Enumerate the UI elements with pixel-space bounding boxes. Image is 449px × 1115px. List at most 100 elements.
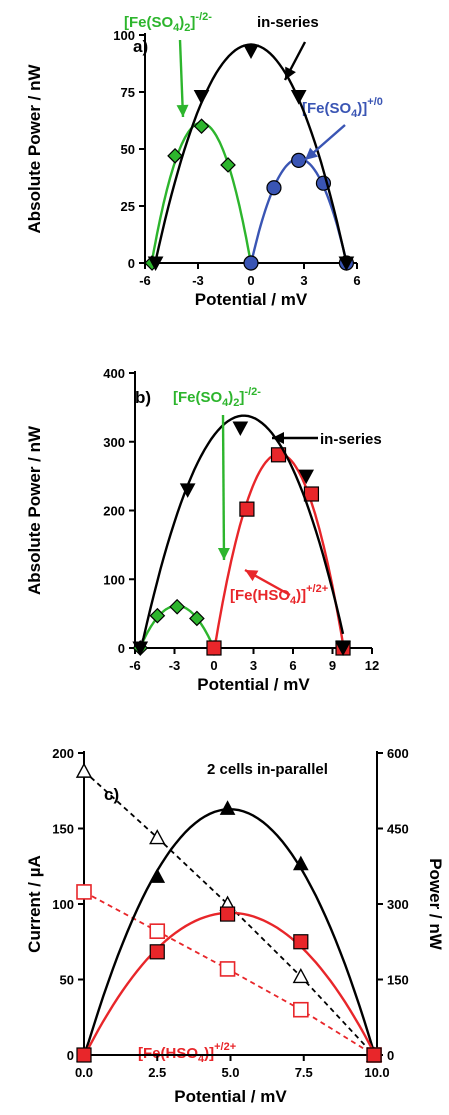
chart-panel-2: 0.0 2.5 5.0 7.5 10.0 0 50 100 150 200 0 150 300 450 60… [25, 746, 445, 1106]
data-point [220, 157, 236, 173]
ann-a-mid2: ] [190, 14, 195, 31]
y-tick-label: 150 [52, 822, 74, 837]
x-tick-label: 9 [329, 658, 336, 673]
y2-tick-label: 0 [387, 1048, 394, 1063]
x-tick-label: 0.0 [75, 1065, 93, 1080]
y-tick-label: 100 [103, 572, 125, 587]
data-point [291, 152, 307, 168]
ann-a2-main: [Fe(SO [302, 100, 352, 117]
data-point [292, 968, 309, 984]
ann-b-mid2: ] [239, 389, 244, 406]
ann-c-main: [Fe(HSO [138, 1045, 198, 1062]
ann-a2-mid: )] [357, 100, 367, 117]
y-tick-label: 200 [103, 504, 125, 519]
y2-axis-label: Power / nW [426, 858, 445, 951]
y-tick-label: 75 [121, 85, 135, 100]
data-point [149, 829, 166, 845]
ann-c-sub: 4 [198, 1053, 205, 1065]
x-tick-label: 6 [353, 273, 360, 288]
data-point [335, 641, 351, 657]
y-tick-label: 25 [121, 199, 135, 214]
ann-c-mid: )] [204, 1045, 214, 1062]
series-2 [132, 414, 351, 657]
data-point [193, 118, 210, 135]
annotation-arrow [221, 414, 226, 561]
data-point [169, 598, 185, 615]
annotation-arrowhead [245, 570, 259, 582]
x-tick-label: 0 [210, 658, 217, 673]
data-point [132, 641, 149, 657]
x-tick-label: 3 [250, 658, 257, 673]
data-point [75, 762, 93, 778]
y-tick-label: 400 [103, 366, 125, 381]
y-axis-label: Absolute Power / nW [25, 64, 44, 234]
series-2 [147, 43, 355, 272]
y2-tick-label: 450 [387, 822, 409, 837]
x-tick-label: 7.5 [295, 1065, 313, 1080]
data-point [290, 90, 307, 105]
ann-b2-sup: +/2+ [306, 583, 328, 595]
data-point [338, 256, 355, 272]
data-point [366, 1047, 382, 1063]
series-0 [144, 118, 259, 271]
x-tick-label: 12 [365, 658, 379, 673]
data-point [179, 483, 196, 498]
x-tick-label: -3 [169, 658, 181, 673]
y2-tick-label: 300 [387, 897, 409, 912]
ann-a-sup: -/2- [195, 11, 212, 23]
x-tick-label: 10.0 [364, 1065, 389, 1080]
ann-b2-sub: 4 [290, 595, 297, 607]
chart-panel-1: -6 -3 0 3 6 9 12 0 100 200 300 400 Potential / mV Abs… [25, 366, 379, 694]
data-point [76, 1047, 92, 1063]
series-3 [76, 906, 382, 1063]
ann-a-sub2: 2 [184, 22, 190, 34]
annotation-arrowhead [285, 66, 296, 80]
data-point [149, 868, 166, 883]
ann-b-sub2: 2 [233, 397, 239, 409]
y2-tick-label: 150 [387, 973, 409, 988]
x-tick-label: 5.0 [221, 1065, 239, 1080]
ann-b-sup: -/2- [244, 386, 261, 398]
ann-b-fe-hso4: [Fe(HSO4)]+/2+ [230, 583, 328, 607]
panel-b-annotations: b) [Fe(SO4)2]-/2- in-series [Fe(HSO4)]+/… [135, 386, 382, 607]
y2-tick-label: 600 [387, 746, 409, 761]
data-point [239, 501, 255, 517]
annotation-arrowhead [217, 547, 230, 560]
ann-a-fe-so4-2: [Fe(SO4)2]-/2- [124, 11, 212, 34]
data-point [193, 90, 210, 105]
annotation-arrow [178, 39, 185, 118]
series-line [139, 414, 345, 649]
series-line [150, 121, 253, 264]
data-point [232, 421, 249, 437]
chart-panel-0: -6 -3 0 3 6 0 25 50 75 100 Potential / mV Absolute … [25, 28, 361, 309]
plots: -6 -3 0 3 6 0 25 50 75 100 Potential / mV Absolute … [25, 28, 445, 1106]
data-point [303, 486, 320, 502]
x-axis-label: Potential / mV [195, 290, 308, 309]
data-point [189, 610, 205, 627]
x-tick-label: 0 [247, 273, 254, 288]
y-axis-label: Current / µA [25, 855, 44, 953]
annotation-arrowhead [305, 147, 318, 160]
y-tick-label: 0 [67, 1048, 74, 1063]
ann-b2-mid: )] [296, 587, 306, 604]
x-tick-label: 2.5 [148, 1065, 166, 1080]
ann-b-sub: 4 [222, 397, 229, 409]
data-point [167, 147, 183, 164]
data-point [149, 923, 166, 939]
ann-b-mid: ) [228, 389, 233, 406]
series-line [212, 452, 345, 649]
ann-a2-sub: 4 [351, 108, 358, 120]
data-point [149, 607, 166, 624]
ann-a2-sup: +/0 [367, 96, 383, 108]
ann-b-main: [Fe(SO [173, 389, 223, 406]
x-tick-label: -6 [139, 273, 151, 288]
ann-c-fe-hso4: [Fe(HSO4)]+/2+ [138, 1041, 236, 1065]
y-tick-label: 0 [128, 256, 135, 271]
panel-c-title: 2 cells in-parallel [207, 761, 328, 778]
ann-a-sub: 4 [173, 22, 180, 34]
annotation-arrowhead [176, 104, 189, 117]
y-tick-label: 50 [121, 142, 135, 157]
y-tick-label: 50 [60, 973, 74, 988]
ann-a-mid: ) [179, 14, 184, 31]
